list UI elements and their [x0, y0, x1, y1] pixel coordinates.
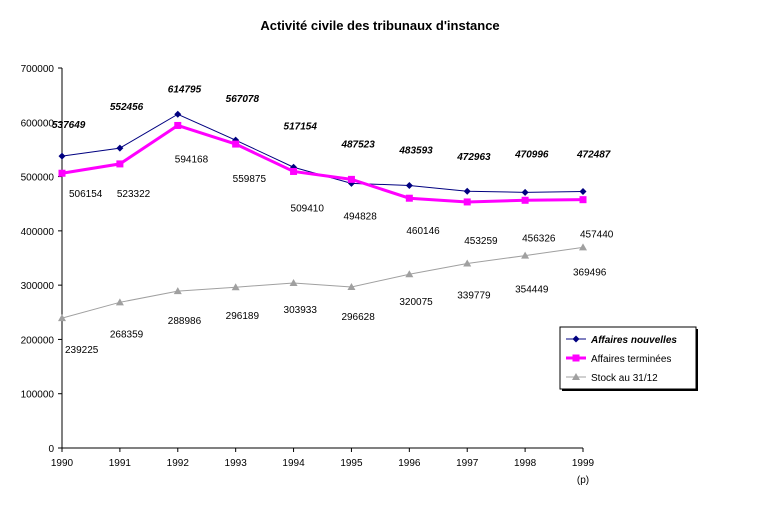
data-point: [463, 187, 471, 195]
data-label: 296189: [226, 311, 260, 322]
x-tick-label: 1994: [282, 458, 305, 469]
y-tick-label: 200000: [21, 335, 55, 346]
series-3: [58, 243, 587, 322]
legend: Affaires nouvelles Affaires terminées Stoc…: [559, 326, 698, 391]
data-point: [463, 259, 472, 267]
chart-title: Activité civile des tribunaux d'instance: [260, 18, 499, 33]
data-point: [521, 196, 529, 204]
data-labels: 537649 552456 614795 567078 517154 487523 4835…: [52, 84, 614, 356]
data-point: [405, 181, 413, 189]
data-point: [58, 314, 66, 322]
y-tick-label: 400000: [21, 227, 55, 238]
legend-item: Stock au 31/12: [566, 373, 658, 384]
data-point: [173, 287, 182, 295]
data-label: 457440: [580, 230, 614, 241]
data-point: [405, 270, 414, 278]
data-label: 552456: [110, 102, 144, 113]
y-tick-label: 600000: [21, 118, 55, 129]
data-point: [290, 167, 298, 175]
data-label: 472487: [576, 150, 611, 161]
data-label: 483593: [398, 145, 433, 156]
data-point: [521, 188, 529, 196]
series-line: [61, 113, 584, 193]
data-label: 472963: [456, 152, 491, 163]
axes: [58, 67, 584, 452]
series-2: [58, 121, 587, 206]
data-label: 567078: [226, 94, 260, 105]
y-tick-label: 500000: [21, 173, 55, 184]
legend-label: Stock au 31/12: [591, 373, 658, 384]
data-point: [174, 110, 182, 118]
data-point: [463, 198, 471, 206]
data-point: [579, 243, 587, 251]
x-tick-label: 1995: [340, 458, 363, 469]
data-label: 320075: [399, 297, 433, 308]
y-tick-label: 0: [48, 444, 54, 455]
x-tick-label: 1998: [514, 458, 537, 469]
y-tick-label: 100000: [21, 390, 55, 401]
data-point: [58, 169, 66, 177]
legend-item: Affaires terminées: [566, 354, 671, 365]
data-point: [232, 140, 240, 148]
data-label: 354449: [515, 285, 549, 296]
legend-item: Affaires nouvelles: [566, 335, 677, 346]
data-point: [174, 121, 182, 129]
x-tick-label: 1991: [109, 458, 132, 469]
data-label: 509410: [291, 203, 325, 214]
legend-marker: [572, 335, 580, 343]
series-group: [58, 110, 587, 322]
data-label: 559875: [233, 174, 267, 185]
data-label: 369496: [573, 267, 607, 278]
data-point: [579, 188, 587, 196]
x-tick-label: 1990: [51, 458, 74, 469]
data-label: 523322: [117, 189, 151, 200]
x-tick-labels: 1990 1991 1992 1993 1994 1995 1996 1997 1998 1999: [51, 458, 595, 469]
legend-label: Affaires nouvelles: [590, 335, 677, 346]
data-point: [405, 194, 413, 202]
legend-label: Affaires terminées: [591, 354, 671, 365]
data-label: 537649: [52, 120, 86, 131]
data-label: 506154: [69, 189, 103, 200]
data-label: 239225: [65, 345, 99, 356]
data-label: 517154: [284, 121, 318, 132]
legend-marker: [572, 354, 580, 362]
x-tick-label: 1997: [456, 458, 479, 469]
data-label: 303933: [284, 305, 318, 316]
data-label: 494828: [343, 211, 377, 222]
x-tick-label: 1993: [225, 458, 248, 469]
data-point: [231, 283, 240, 291]
data-label: 487523: [340, 139, 375, 150]
series-line: [61, 246, 584, 319]
data-point: [115, 298, 124, 306]
x-tick-label: 1999: [572, 458, 595, 469]
series-line: [61, 123, 584, 204]
x-tick-label: 1992: [167, 458, 190, 469]
data-label: 470996: [514, 149, 549, 160]
data-point: [579, 196, 587, 204]
data-point: [521, 251, 530, 259]
y-tick-label: 700000: [21, 64, 55, 75]
y-tick-labels: 0 100000 200000 300000 400000 500000 600000 700…: [21, 64, 55, 455]
data-label: 268359: [110, 329, 144, 340]
x-tick-label: 1996: [398, 458, 421, 469]
data-point: [116, 144, 124, 152]
data-point: [116, 160, 124, 168]
data-label: 453259: [464, 236, 498, 247]
x-axis-note: (p): [577, 475, 589, 486]
data-label: 594168: [175, 154, 209, 165]
data-label: 456326: [522, 233, 556, 244]
data-point: [289, 279, 298, 287]
legend-marker: [572, 373, 580, 380]
y-tick-label: 300000: [21, 281, 55, 292]
data-label: 296628: [341, 312, 375, 323]
data-label: 339779: [457, 291, 491, 302]
data-label: 614795: [168, 84, 202, 95]
data-label: 460146: [406, 226, 440, 237]
data-point: [347, 282, 356, 290]
data-point: [347, 175, 355, 183]
data-point: [58, 152, 66, 160]
data-label: 288986: [168, 316, 202, 327]
